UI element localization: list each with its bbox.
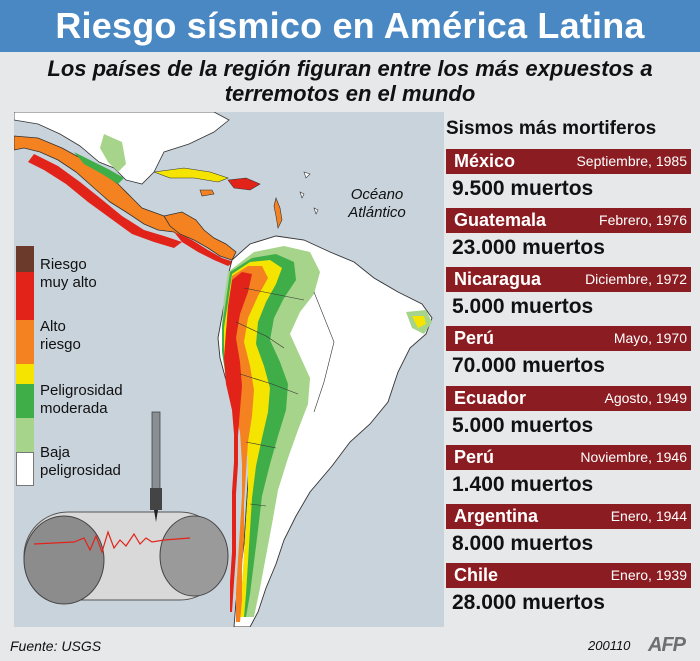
mexico-high-risk-band [28,154,182,248]
quake-header: Guatemala Febrero, 1976 [446,208,691,233]
quake-header: Perú Mayo, 1970 [446,326,691,351]
quake-deaths: 5.000 muertos [452,414,594,437]
quake-header: Argentina Enero, 1944 [446,504,691,529]
brazil-northeast-yellow [412,316,426,328]
quake-date: Septiembre, 1985 [576,153,687,169]
quake-deaths: 9.500 muertos [452,177,594,200]
quake-date: Agosto, 1949 [604,390,687,406]
legend-label-low: Baja peligrosidad [40,444,121,479]
map-svg [14,112,433,627]
quake-date: Enero, 1944 [610,508,687,524]
legend-color-low [16,418,34,452]
legend-color-moderate [16,384,34,418]
quake-country: Ecuador [454,388,527,408]
quake-date: Febrero, 1976 [599,212,687,228]
mexico-low-band [100,134,126,172]
quake-header: Ecuador Agosto, 1949 [446,386,691,411]
quake-country: Guatemala [454,210,547,230]
quake-date: Diciembre, 1972 [585,271,687,287]
page-title: Riesgo sísmico en América Latina [55,5,645,46]
ocean-label: Océano Atlántico [348,186,406,221]
quake-country: Nicaragua [454,269,542,289]
legend-color-top [16,246,34,272]
quake-date: Enero, 1939 [610,567,687,583]
source-credit: Fuente: USGS [10,638,102,654]
andes-very-high-risk-band [224,272,252,612]
legend-color-high [16,320,34,364]
seismic-risk-map: Océano Atlántico [14,112,444,627]
quake-deaths: 23.000 muertos [452,236,605,259]
lesser-antilles [273,197,283,229]
page-subtitle: Los países de la región figuran entre lo… [47,56,653,106]
legend-color-moderate-high [16,364,34,384]
quake-date: Mayo, 1970 [613,330,687,346]
atlantic-islands [299,171,319,215]
quake-country: Perú [454,328,495,348]
quake-deaths: 28.000 muertos [452,591,605,614]
graphic-code: 200110 [588,638,631,653]
central-america-land [163,211,237,261]
title-bar: Riesgo sísmico en América Latina [0,0,700,52]
central-america-very-high-band [174,232,234,266]
legend-label-high: Alto riesgo [40,318,81,353]
cuba-island [153,167,229,183]
quake-deaths: 8.000 muertos [452,532,594,555]
quake-header: México Septiembre, 1985 [446,149,691,174]
hispaniola-island [227,177,261,191]
mexico-moderate-band [74,152,124,184]
seismograph-illustration [23,411,229,605]
quake-date: Noviembre, 1946 [580,449,687,465]
country-borders [235,287,335,507]
quake-country: Chile [454,565,499,585]
quake-deaths: 1.400 muertos [452,473,594,496]
quake-list-title: Sismos más mortiferos [446,118,657,139]
legend-label-moderate: Peligrosidad moderada [40,382,123,417]
afp-logo: AFP [648,634,686,656]
legend-label-very-high: Riesgo muy alto [40,256,97,291]
quake-header: Perú Noviembre, 1946 [446,445,691,470]
quake-country: Perú [454,447,495,467]
quake-header: Nicaragua Diciembre, 1972 [446,267,691,292]
quake-country: Argentina [454,506,539,526]
quake-deaths: 5.000 muertos [452,295,594,318]
risk-legend: Riesgo muy alto Alto riesgo Peligrosidad… [16,246,196,486]
jamaica-island [199,189,215,197]
quake-deaths: 70.000 muertos [452,354,605,377]
quake-country: México [454,151,516,171]
legend-color-very-low [16,452,34,486]
quake-header: Chile Enero, 1939 [446,563,691,588]
legend-color-very-high [16,272,34,320]
